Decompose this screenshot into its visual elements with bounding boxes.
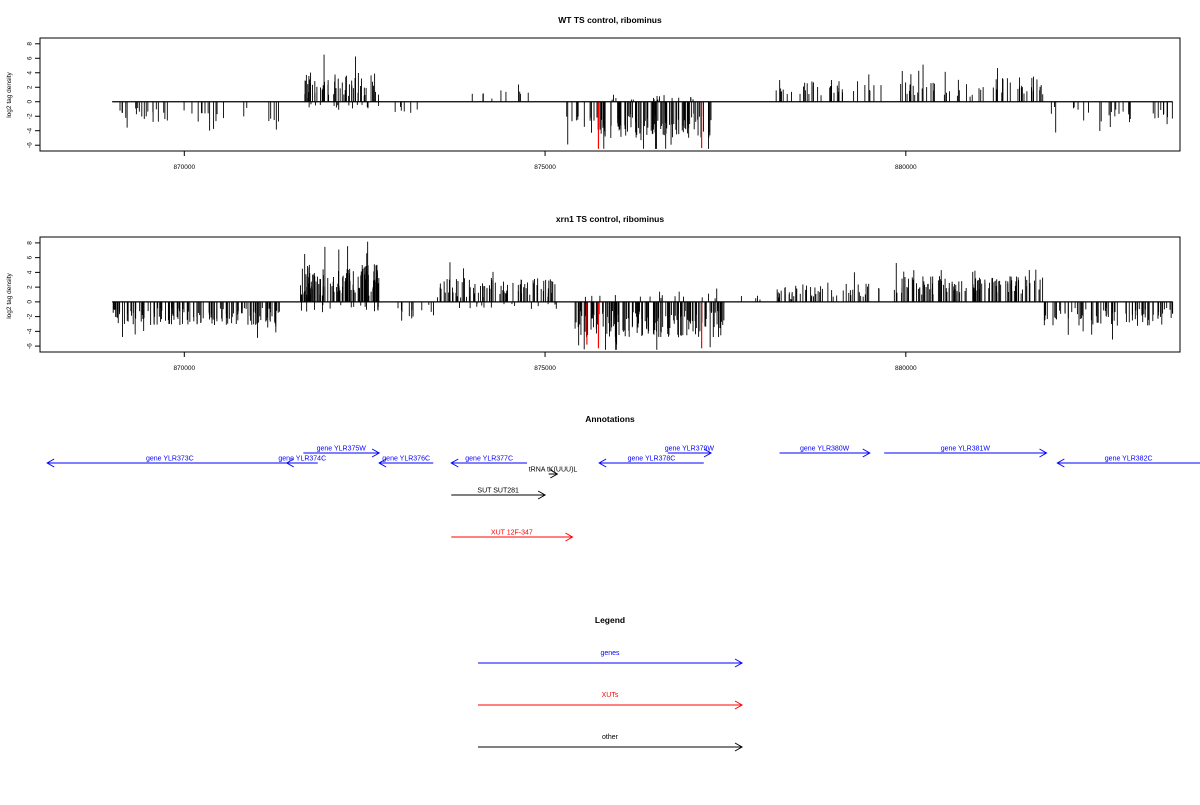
wt-x-axis: 870000 875000 880000 (173, 151, 917, 171)
xrn1-y-axis: -6 -4 -2 0 2 4 6 8 (27, 241, 40, 349)
annotations-title: Annotations (585, 414, 635, 424)
feature-arrow-head (565, 532, 574, 542)
xrn1-y-tick-label: 8 (27, 241, 34, 245)
feature-label: gene YLR376C (382, 456, 430, 463)
feature-arrow-head (450, 458, 459, 468)
xrn1-y-tick-label: -2 (27, 313, 34, 319)
feature-label: SUT SUT281 (477, 488, 519, 495)
legend-arrow-head (734, 700, 744, 710)
feature-label: gene YLR378C (628, 456, 676, 463)
feature-label: gene YLR377C (465, 456, 513, 463)
legend-title: Legend (595, 615, 625, 625)
feature-arrow-head (46, 458, 55, 468)
wt-y-tick-label: 0 (27, 100, 34, 104)
wt-y-axis-label: log2 tag density (6, 71, 13, 117)
wt-density-panel: WT TS control, ribominus log2 tag densit… (6, 15, 1181, 171)
xrn1-x-axis: 870000 875000 880000 (173, 352, 917, 372)
xrn1-plot-frame (39, 236, 1181, 353)
feature-arrow-head (862, 448, 871, 458)
xrn1-x-tick-label: 870000 (173, 365, 195, 372)
wt-y-tick-label: -4 (27, 127, 34, 133)
feature-arrow-head (371, 448, 381, 458)
xrn1-y-tick-label: -4 (27, 328, 34, 334)
wt-y-axis: -6 -4 -2 0 2 4 6 8 (27, 42, 40, 148)
legend-item-label: other (602, 734, 619, 741)
annotations-track: Annotations gene YLR373C gene YLR374C gene… (46, 414, 1200, 542)
legend-item-label: genes (600, 650, 620, 657)
feature-arrow-head (703, 448, 713, 458)
wt-x-tick-label: 875000 (534, 164, 556, 171)
feature-label: gene YLR379W (665, 446, 715, 453)
feature-arrow-head (1056, 458, 1065, 468)
wt-panel-title: WT TS control, ribominus (558, 15, 662, 25)
feature-label: gene YLR373C (146, 456, 194, 463)
xrn1-y-axis-label: log2 tag density (6, 272, 13, 318)
feature-label: gene YLR381W (941, 446, 991, 453)
wt-x-tick-label: 870000 (173, 164, 195, 171)
feature-arrow-head (378, 458, 387, 468)
wt-y-tick-label: 6 (27, 56, 34, 60)
xrn1-panel-title: xrn1 TS control, ribominus (556, 214, 664, 224)
xrn1-y-tick-label: -6 (27, 343, 34, 349)
feature-arrow-head (537, 490, 547, 500)
wt-y-tick-label: 8 (27, 42, 34, 46)
wt-y-tick-label: 2 (27, 85, 34, 89)
wt-y-tick-label: -6 (27, 142, 34, 148)
xrn1-y-tick-label: 6 (27, 255, 34, 259)
legend-item-label: XUTs (602, 692, 619, 699)
wt-density-bars (112, 54, 1173, 149)
xrn1-x-tick-label: 880000 (895, 365, 917, 372)
feature-arrow-head (550, 469, 559, 479)
feature-arrow-head (1039, 448, 1048, 458)
wt-y-tick-label: 4 (27, 71, 34, 75)
feature-label: XUT 12F-347 (491, 530, 533, 537)
feature-label: tRNA tK(UUU)L (529, 467, 578, 474)
feature-label: gene YLR380W (800, 446, 850, 453)
legend-arrow-head (734, 658, 744, 668)
legend-arrow-head (734, 742, 744, 752)
feature-arrow-head (285, 458, 295, 468)
xrn1-y-tick-label: 2 (27, 285, 34, 289)
feature-label: gene YLR374C (278, 456, 326, 463)
feature-arrow-head (598, 458, 607, 468)
legend: Legend genes XUTs other (478, 615, 744, 752)
wt-y-tick-label: -2 (27, 113, 34, 119)
feature-label: gene YLR382C (1105, 456, 1153, 463)
xrn1-density-bars (112, 241, 1174, 350)
xrn1-density-panel: xrn1 TS control, ribominus log2 tag dens… (6, 214, 1181, 372)
feature-label: gene YLR375W (317, 446, 367, 453)
xrn1-y-tick-label: 4 (27, 270, 34, 274)
wt-x-tick-label: 880000 (895, 164, 917, 171)
xrn1-x-tick-label: 875000 (534, 365, 556, 372)
xrn1-y-tick-label: 0 (27, 300, 34, 304)
wt-plot-frame (39, 37, 1181, 152)
